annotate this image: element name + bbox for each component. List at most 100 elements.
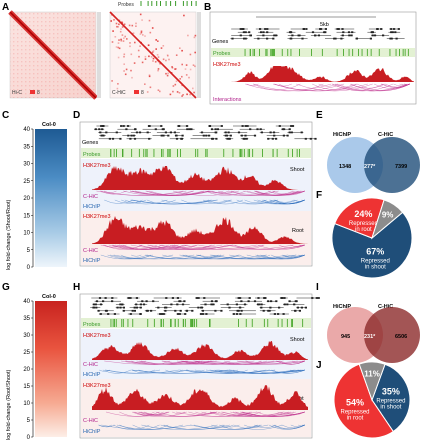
pie-slice-label: in shoot — [365, 265, 386, 271]
venn-i-right-title: C-HiC — [378, 304, 393, 310]
pie-slice — [371, 199, 404, 240]
venn-e-right — [364, 137, 420, 193]
pie-slice — [371, 363, 411, 433]
axis-tick-label: 35 — [23, 144, 30, 150]
hic-map — [8, 10, 101, 100]
panel-c-letter: C — [2, 110, 9, 121]
panel-a: A Hi-C 8 Probes C-HiC 8 — [2, 1, 201, 100]
panel-i-letter: I — [316, 282, 319, 293]
hichip-arcs-root-h — [98, 424, 306, 430]
axis-tick-label: 20 — [23, 367, 30, 373]
axis-tick-label: 35 — [23, 316, 30, 322]
probes-track-b — [211, 48, 415, 57]
axis-tick-label: 0 — [27, 265, 31, 271]
chic-arcs-root-d — [100, 244, 306, 250]
panel-a-letter: A — [2, 2, 9, 13]
col0-title-g: Col-0 — [42, 294, 56, 300]
pie-slice-label: Repressed — [376, 399, 405, 405]
panel-d: D Genes Probes H3K27me3 Shoot C-HiC HiCh… — [73, 110, 317, 267]
scale-label: 5kb — [320, 22, 329, 28]
mark1-label-h: H3K27me3 — [83, 333, 111, 339]
chic-multiplier: 8 — [141, 90, 144, 96]
axis-tick-label: 15 — [23, 213, 30, 219]
venn-i-only-left: 945 — [341, 334, 350, 340]
chic1-label-h: C-HiC — [83, 362, 98, 368]
axis-tick-label: 15 — [23, 384, 30, 390]
pie-slice — [358, 361, 386, 402]
pie-slice-percent: 11% — [364, 369, 380, 378]
venn-e-only-left: 1348 — [339, 164, 351, 170]
interactions-label-b: Interactions — [213, 97, 242, 103]
chic1-label-d: C-HiC — [83, 194, 98, 200]
venn-i-only-right: 6506 — [395, 334, 407, 340]
pie-slice-label: in shoot — [380, 405, 401, 411]
h3k27me3-root-d — [92, 216, 308, 244]
pie-slice — [334, 197, 385, 239]
axis-tick-label: 30 — [23, 333, 30, 339]
hic-color-key — [30, 90, 35, 94]
axis-tick-label: 20 — [23, 196, 30, 202]
gene-track-b — [230, 28, 405, 40]
col0-title-c: Col-0 — [42, 122, 56, 128]
panel-g: G Col-0 40 35 30 25 20 15 10 5 0 log fold-change… — [2, 282, 67, 440]
chic2-label-h: C-HiC — [83, 418, 98, 424]
pie-slice-label: Repressed — [349, 221, 378, 227]
heatmap-c — [35, 129, 67, 267]
panel-d-letter: D — [73, 110, 80, 121]
mark1-label-d: H3K27me3 — [83, 163, 111, 169]
probes-label-d: Probes — [83, 152, 101, 158]
axis-tick-label: 10 — [23, 401, 30, 407]
chic-arcs-root-h — [105, 411, 306, 417]
interaction-arcs-b — [245, 83, 411, 92]
chic2-label-d: C-HiC — [83, 248, 98, 254]
probe-ticks-b — [244, 49, 409, 56]
heatmap-g — [35, 301, 67, 437]
pie-slice-label: Repressed — [361, 259, 390, 265]
panel-i: I HiChIP C-HiC 945 231* 6506 — [316, 282, 420, 363]
probes-label-a: Probes — [118, 2, 134, 8]
hichip-arcs-shoot-h — [99, 369, 306, 374]
probe-ticks-h — [110, 319, 304, 327]
hichip1-label-h: HiChIP — [83, 372, 101, 378]
h3k27me3-root-h — [92, 385, 308, 410]
chic-arcs-shoot-d — [96, 190, 306, 196]
panel-j-letter: J — [316, 360, 322, 371]
axis-ticks-c: 40 35 30 25 20 15 10 5 0 — [23, 127, 33, 271]
chic-arcs-shoot-h — [104, 360, 306, 365]
panel-f-letter: F — [316, 190, 322, 201]
panel-e: E HiChIP C-HiC 1348 277* 7399 — [316, 110, 420, 193]
venn-i-left-title: HiChIP — [333, 304, 351, 310]
hichip2-label-d: HiChIP — [83, 258, 101, 264]
axis-tick-label: 25 — [23, 179, 30, 185]
venn-i-right — [364, 307, 420, 363]
pie-slice-label: in root — [355, 227, 372, 233]
axis-tick-label: 5 — [27, 248, 31, 254]
hichip-arcs-root-d — [100, 254, 306, 260]
panel-e-letter: E — [316, 110, 323, 121]
h3k27me3-shoot-h — [92, 340, 308, 360]
gene-track-d — [94, 125, 317, 140]
axis-tick-label: 0 — [27, 435, 31, 440]
pie-slice-label: in root — [347, 416, 364, 422]
h3k27me3-shoot-d — [92, 166, 308, 190]
pie-slice-label: Repressed — [340, 410, 369, 416]
venn-i-overlap: 231* — [364, 334, 376, 340]
probes-label-b: Probes — [213, 51, 231, 57]
venn-e-overlap: 277* — [364, 164, 376, 170]
chic-map — [109, 11, 201, 99]
gene-track-h — [90, 297, 320, 315]
axis-tick-label: 40 — [23, 299, 30, 305]
pie-slice-percent: 9% — [382, 211, 394, 220]
panel-h-letter: H — [73, 282, 80, 293]
ylabel-c: log fold-change (Shoot/Root) — [6, 200, 12, 270]
pie-slice-percent: 54% — [346, 398, 364, 408]
probes-track-h — [81, 318, 311, 328]
chic-color-key — [134, 90, 139, 94]
pie-slice — [333, 363, 394, 439]
axis-tick-label: 10 — [23, 231, 30, 237]
mark2-label-d: H3K27me3 — [83, 214, 111, 220]
genes-label-b: Genes — [212, 39, 228, 45]
